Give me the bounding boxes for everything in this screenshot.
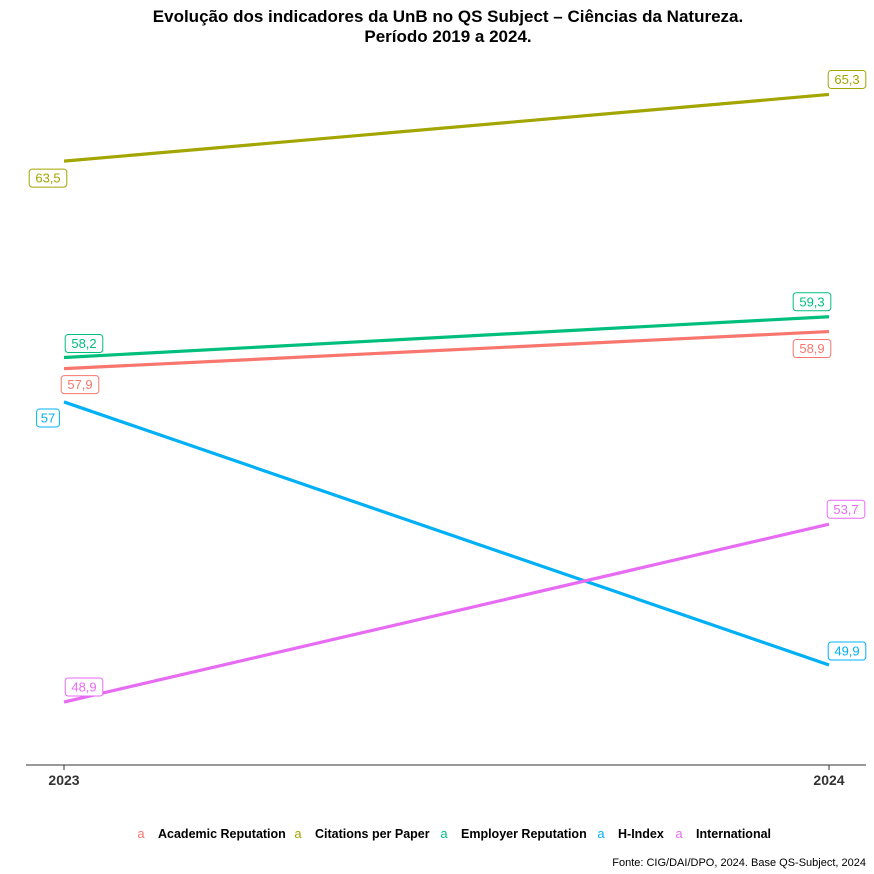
legend-label: International bbox=[696, 827, 771, 841]
data-label-text: 59,3 bbox=[799, 294, 824, 309]
data-label-box bbox=[28, 168, 68, 188]
series-line bbox=[63, 92, 830, 163]
data-label: 57 bbox=[36, 408, 60, 428]
data-label: 48,9 bbox=[64, 677, 104, 697]
x-tick-label: 2023 bbox=[48, 772, 79, 788]
data-label-box bbox=[64, 677, 104, 697]
data-label-text: 58,9 bbox=[799, 341, 824, 356]
data-label: 53,7 bbox=[826, 499, 866, 519]
data-label: 65,3 bbox=[827, 69, 867, 89]
data-label-box bbox=[827, 69, 867, 89]
data-label-box bbox=[826, 499, 866, 519]
legend-key: a bbox=[440, 826, 448, 841]
data-label-box bbox=[64, 333, 104, 353]
plot-area: 57,9 58,9 63,5 65,3 58,2 59,3 57 49,9 48,9 53,7 bbox=[28, 69, 867, 704]
legend-key: a bbox=[137, 826, 145, 841]
series-line bbox=[63, 329, 830, 371]
legend-item: a Academic Reputation bbox=[137, 826, 285, 841]
data-label-text: 58,2 bbox=[71, 336, 96, 351]
data-label-box bbox=[792, 339, 832, 359]
series-line bbox=[63, 400, 830, 667]
legend-label: Employer Reputation bbox=[461, 827, 587, 841]
data-label: 57,9 bbox=[60, 375, 100, 395]
chart-title: Evolução dos indicadores da UnB no QS Su… bbox=[153, 7, 743, 46]
data-label-box bbox=[827, 641, 867, 661]
legend-item: a Employer Reputation bbox=[440, 826, 586, 841]
series-line bbox=[63, 522, 830, 704]
data-label: 58,9 bbox=[792, 339, 832, 359]
data-label: 63,5 bbox=[28, 168, 68, 188]
chart-title-line-1: Evolução dos indicadores da UnB no QS Su… bbox=[153, 7, 743, 26]
legend: a Academic Reputation a Citations per Paper… bbox=[137, 826, 771, 841]
chart-title-line-2: Período 2019 a 2024. bbox=[364, 27, 531, 46]
caption: Fonte: CIG/DAI/DPO, 2024. Base QS-Subjec… bbox=[612, 857, 866, 869]
legend-key: a bbox=[294, 826, 302, 841]
data-label-text: 57 bbox=[41, 411, 55, 426]
data-label: 49,9 bbox=[827, 641, 867, 661]
x-axis: 2023 2024 bbox=[26, 764, 866, 788]
data-label-text: 53,7 bbox=[833, 502, 858, 517]
data-label-text: 63,5 bbox=[35, 171, 60, 186]
legend-item: a International bbox=[675, 826, 771, 841]
legend-label: H-Index bbox=[618, 827, 664, 841]
x-tick-label: 2024 bbox=[813, 772, 844, 788]
data-label: 58,2 bbox=[64, 333, 104, 353]
data-label-box bbox=[60, 375, 100, 395]
legend-label: Academic Reputation bbox=[158, 827, 286, 841]
legend-item: a Citations per Paper bbox=[294, 826, 429, 841]
data-label: 59,3 bbox=[792, 292, 832, 312]
legend-key: a bbox=[597, 826, 605, 841]
data-label-box bbox=[792, 292, 832, 312]
legend-label: Citations per Paper bbox=[315, 827, 430, 841]
data-label-box bbox=[36, 408, 60, 428]
data-label-text: 57,9 bbox=[67, 377, 92, 392]
series-line bbox=[63, 315, 830, 360]
legend-item: a H-Index bbox=[597, 826, 664, 841]
data-label-text: 49,9 bbox=[834, 644, 859, 659]
data-label-text: 48,9 bbox=[71, 680, 96, 695]
legend-key: a bbox=[675, 826, 683, 841]
data-label-text: 65,3 bbox=[834, 72, 859, 87]
